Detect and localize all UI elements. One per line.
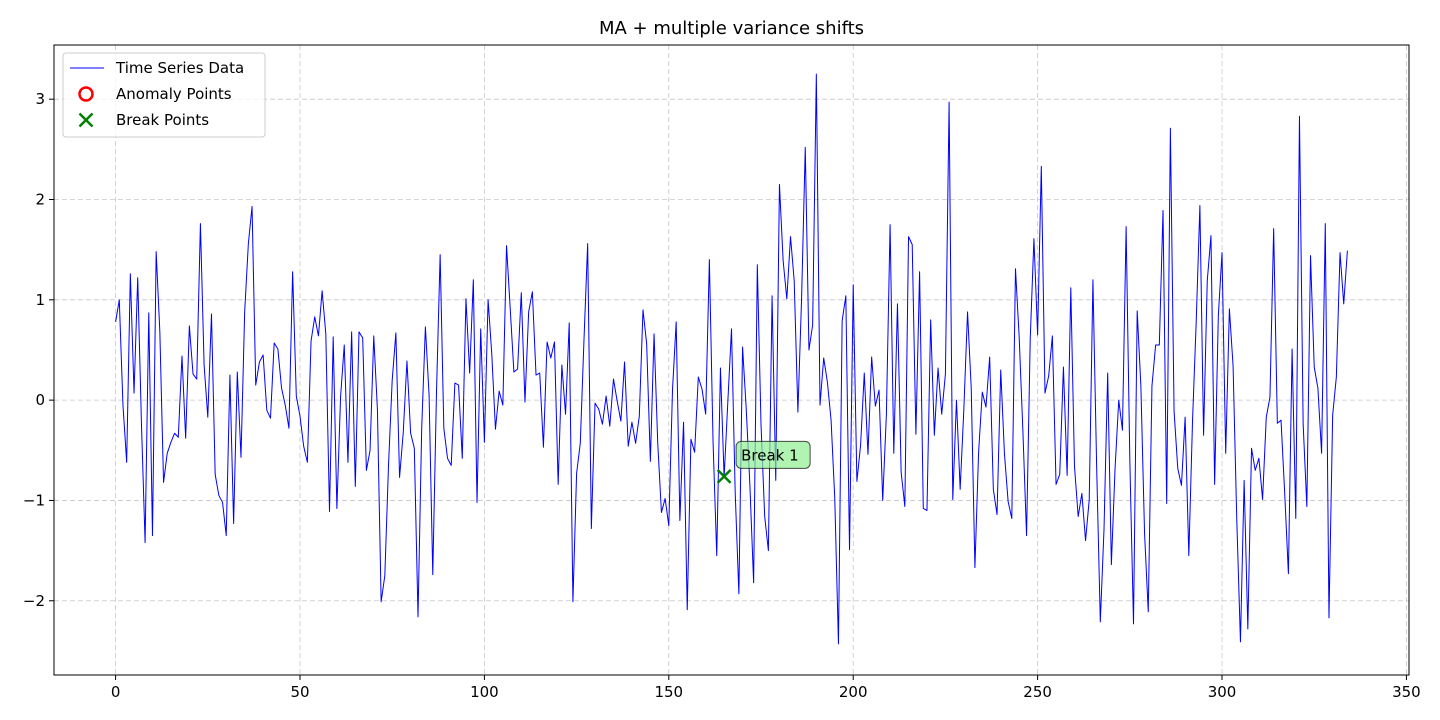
x-tick-label: 0 — [111, 683, 121, 701]
marker-layer: Break 1 — [716, 440, 811, 484]
chart-title: MA + multiple variance shifts — [599, 18, 864, 39]
y-tick-label: −1 — [23, 491, 45, 509]
y-tick-label: 0 — [35, 391, 45, 409]
grid-lines — [54, 45, 1409, 675]
y-tick-label: −2 — [23, 592, 45, 610]
y-tick-label: 3 — [35, 90, 45, 108]
x-tick-label: 200 — [839, 683, 868, 701]
x-tick-label: 250 — [1023, 683, 1052, 701]
x-tick-label: 350 — [1392, 683, 1421, 701]
y-tick-label: 1 — [35, 291, 45, 309]
legend-label: Break Points — [116, 111, 209, 129]
series-line — [115, 73, 1348, 645]
series-layer — [115, 73, 1348, 645]
legend: Time Series Data Anomaly Points Break Poin… — [62, 52, 266, 138]
legend-label: Time Series Data — [115, 59, 244, 77]
break-point-x-stroke — [716, 468, 732, 484]
break-point-marker — [716, 468, 732, 484]
plot-frame — [53, 44, 1410, 676]
legend-x-swatch — [78, 112, 94, 128]
break-label-box — [735, 440, 811, 469]
legend-frame — [62, 52, 266, 138]
legend-label: Anomaly Points — [116, 85, 232, 103]
x-tick-label: 150 — [654, 683, 683, 701]
axis-layer: 0 50 100 150 200 250 300 350 −2 −1 0 1 2 3 — [23, 90, 1421, 701]
x-tick-label: 50 — [290, 683, 309, 701]
legend-circle-swatch — [78, 86, 94, 102]
x-tick-label: 300 — [1208, 683, 1237, 701]
x-tick-label: 100 — [470, 683, 499, 701]
y-tick-label: 2 — [35, 190, 45, 208]
break-label-text: Break 1 — [741, 446, 799, 464]
